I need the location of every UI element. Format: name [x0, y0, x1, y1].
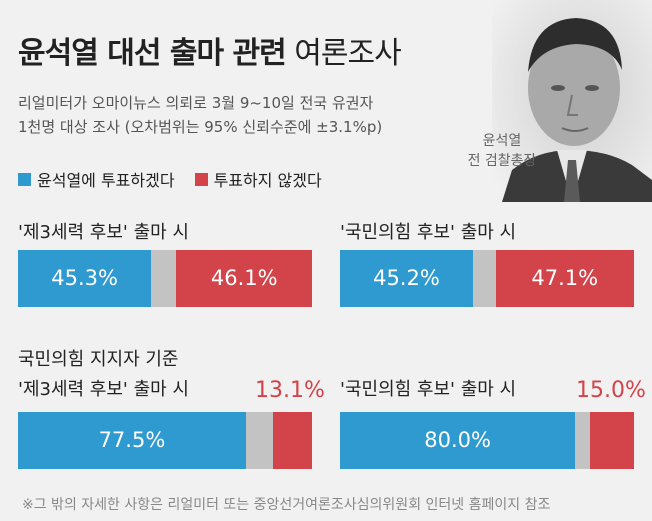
legend-label-vote: 윤석열에 투표하겠다	[37, 171, 175, 190]
panel-2-label-vote: 45.2%	[373, 266, 440, 290]
panel-2-segment-vote	[340, 250, 473, 307]
panel-3-segment-vote	[18, 412, 246, 469]
panel-2-title: '국민의힘 후보' 출마 시	[340, 222, 517, 243]
chart-title: 윤석열 대선 출마 관련 여론조사	[18, 28, 402, 72]
subtitle-line-2: 1천명 대상 조사 (오차범위는 95% 신뢰수준에 ±3.1%p)	[18, 118, 383, 136]
panel-1-label-vote: 45.3%	[51, 266, 118, 290]
group-label: 국민의힘 지지자 기준	[18, 349, 179, 370]
panel-2-label-no-vote: 47.1%	[531, 266, 599, 290]
panel-4-segment-other	[575, 412, 590, 469]
panel-3-title: '제3세력 후보' 출마 시	[18, 379, 189, 400]
panel-2-bar: 45.2% 47.1%	[340, 250, 634, 307]
panel-3-segment-other	[245, 412, 274, 469]
panel-1-segment-vote	[18, 250, 152, 307]
panel-3-segment-no-vote	[273, 412, 312, 469]
panel-2-segment-no-vote	[495, 250, 634, 307]
panel-1-segment-other	[151, 250, 177, 307]
panel-1-title: '제3세력 후보' 출마 시	[18, 222, 189, 243]
subtitle-line-1: 리얼미터가 오마이뉴스 의뢰로 3월 9~10일 전국 유권자	[18, 94, 374, 112]
legend-label-no-vote: 투표하지 않겠다	[213, 171, 322, 190]
portrait-illustration	[492, 0, 652, 202]
panel-3-bar: 77.5%	[18, 412, 312, 469]
portrait-caption-role: 전 검찰총장	[467, 153, 537, 169]
panel-1-label-no-vote: 46.1%	[210, 266, 278, 290]
panel-2-segment-other	[472, 250, 496, 307]
title-light: 여론조사	[294, 36, 401, 71]
legend: 윤석열에 투표하겠다 투표하지 않겠다	[18, 167, 322, 191]
panel-4-no-vote-label: 15.0%	[576, 378, 646, 403]
portrait-photo	[492, 0, 652, 202]
panel-4-segment-no-vote	[589, 412, 634, 469]
panel-4-bar: 80.0%	[340, 412, 634, 469]
title-bold: 윤석열 대선 출마 관련	[18, 36, 287, 71]
panel-4-title: '국민의힘 후보' 출마 시	[340, 379, 517, 400]
panel-1-bar: 45.3% 46.1%	[18, 250, 312, 307]
legend-swatch-vote	[18, 172, 31, 186]
panel-1-segment-no-vote	[176, 250, 312, 307]
panel-3-label-vote: 77.5%	[98, 428, 166, 452]
footnote: ※그 밖의 자세한 사항은 리얼미터 또는 중앙선거여론조사심의위원회 인터넷 …	[22, 497, 551, 513]
panel-4-segment-vote	[340, 412, 576, 469]
legend-swatch-no-vote	[194, 172, 208, 186]
panel-3-no-vote-label: 13.1%	[255, 378, 325, 403]
panel-4-label-vote: 80.0%	[424, 428, 491, 452]
portrait-caption-name: 윤석열	[482, 133, 522, 149]
